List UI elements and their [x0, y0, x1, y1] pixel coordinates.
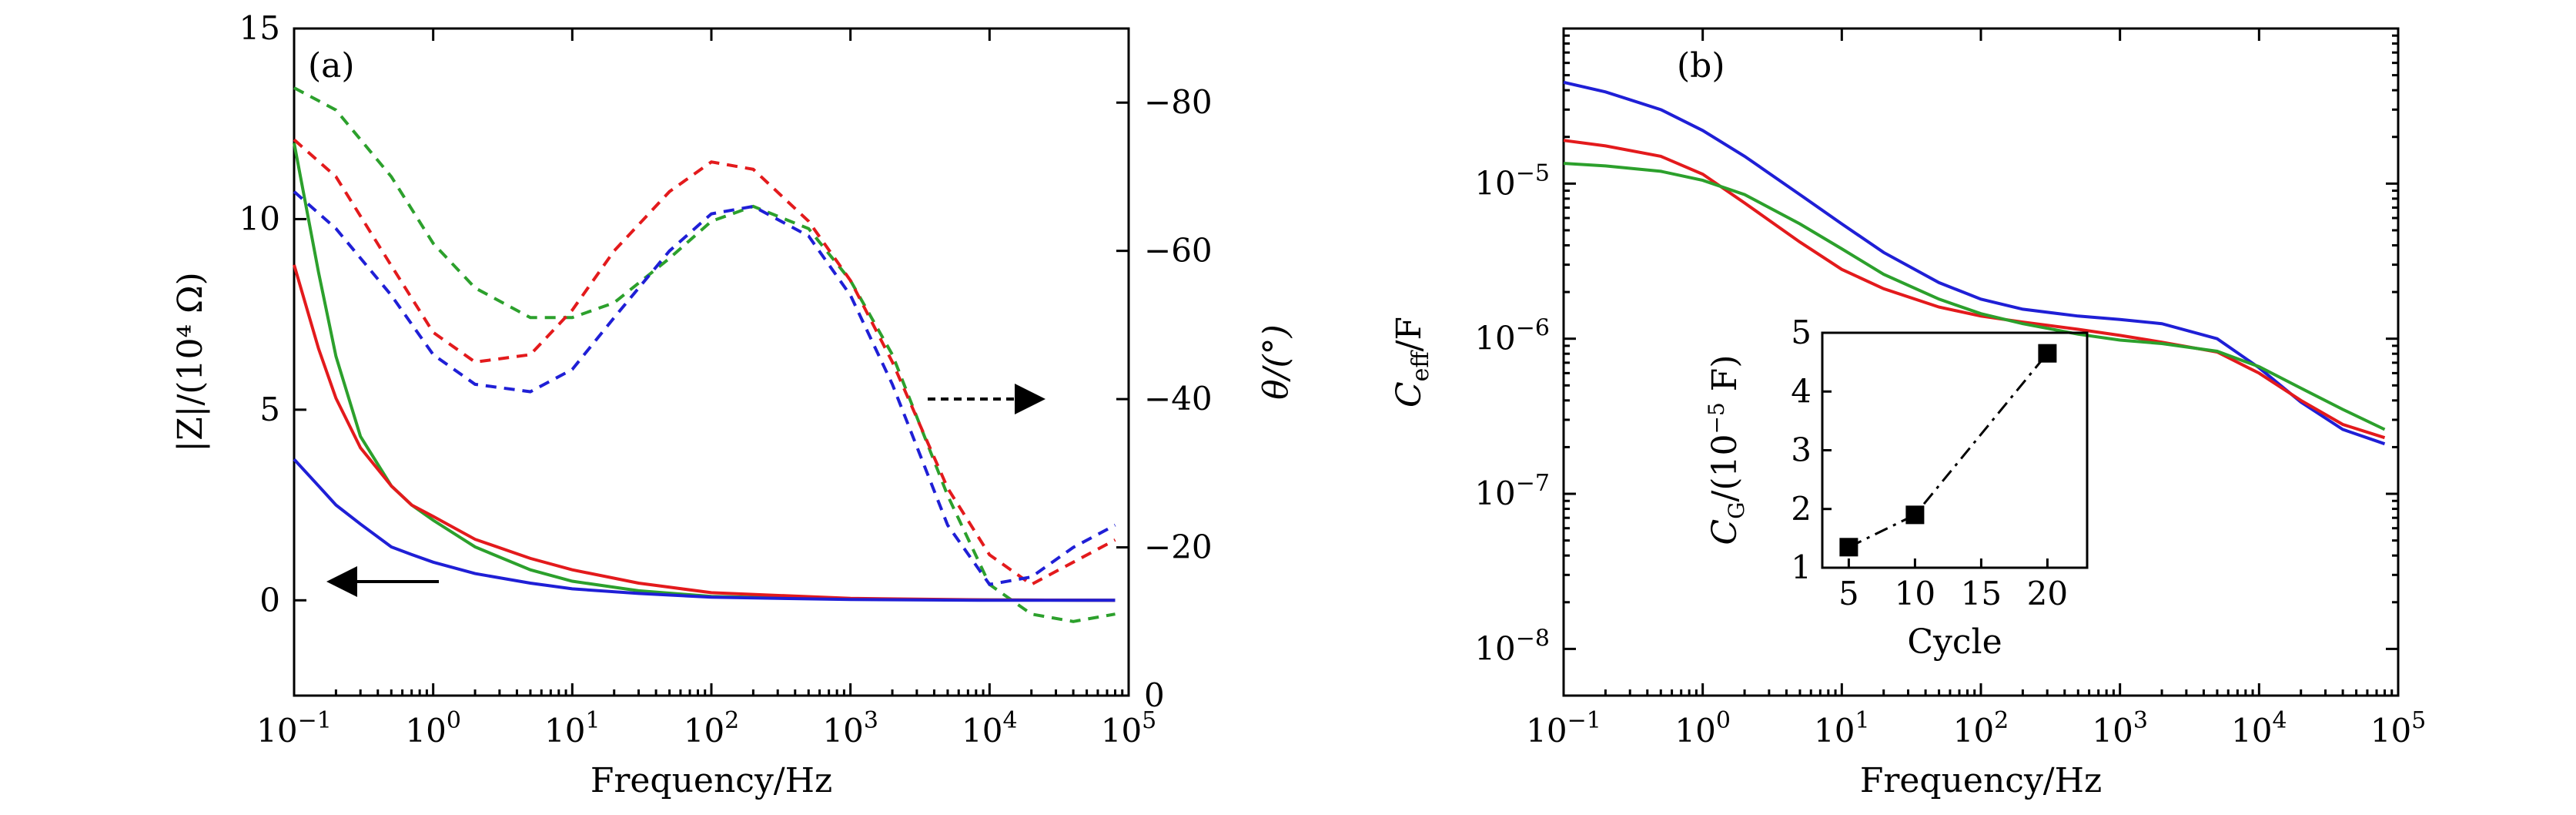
- inset-y-label-exp: −5: [1704, 402, 1729, 434]
- b-x-tick-label-5: 104: [2231, 707, 2287, 750]
- inset-y-label-sub: G: [1724, 501, 1749, 518]
- b-y-tick-label-3: 10−5: [1474, 159, 1550, 202]
- panel-b-x-ticks: 10−1 100 101 102 103 104 105: [1526, 29, 2426, 750]
- a-right-y-tick-label-2: −40: [1144, 380, 1213, 418]
- panel-a-right-y-axis-label: θ/(°): [1256, 324, 1296, 400]
- a-x-tick-label-5: 104: [962, 707, 1018, 750]
- a-x-tick-label-0: 10−1: [256, 707, 332, 750]
- inset-y-label-end: F): [1705, 355, 1745, 403]
- a-x-tick-label-1: 100: [405, 707, 461, 750]
- panel-a-label: (a): [308, 46, 355, 86]
- inset-x-tick-label-1: 10: [1895, 575, 1935, 612]
- a-left-y-tick-label-3: 15: [239, 9, 280, 47]
- panel-b-y-label-sub: eff: [1407, 350, 1434, 382]
- b-x-tick-label-6: 105: [2370, 707, 2427, 750]
- inset-y-tick-label-2: 3: [1791, 431, 1812, 469]
- panel-b-y-label-main: C: [1390, 381, 1429, 408]
- b-y-tick-label-2: 10−6: [1474, 315, 1550, 357]
- phase-series-3: [293, 190, 1116, 586]
- inset-y-ticks: 1 2 3 4 5: [1791, 314, 1832, 586]
- inset-x-ticks: 5 10 15 20: [1838, 558, 2068, 612]
- inset-x-tick-label-0: 5: [1838, 575, 1859, 612]
- a-left-y-tick-label-2: 10: [239, 200, 280, 237]
- panel-b-y-ticks: 10−810−710−610−5: [1474, 34, 2398, 667]
- inset-y-tick-label-0: 1: [1791, 548, 1812, 586]
- a-right-y-tick-label-4: −80: [1144, 83, 1213, 121]
- inset-chart: 5 10 15 20 1 2 3 4 5 Cycle CG/(10−5 F): [1704, 314, 2089, 662]
- panel-a-left-y-axis-label: |Z|/(10⁴ Ω): [171, 272, 210, 451]
- impedance-series-3: [293, 458, 1116, 602]
- a-left-y-tick-label-1: 5: [259, 391, 280, 428]
- a-left-y-tick-label-0: 0: [259, 581, 280, 619]
- panel-b-series-group: [1563, 80, 2386, 446]
- inset-series-group: [1839, 344, 2057, 557]
- panel-b: 10−1 100 101 102 103 104 105 10−810−710−610−5 …: [1390, 27, 2426, 800]
- inset-y-tick-label-4: 5: [1791, 314, 1812, 351]
- a-right-y-tick-label-3: −60: [1144, 232, 1213, 270]
- panel-a-x-ticks: 10−1 100 101 102 103 104 105: [256, 29, 1156, 750]
- panel-b-label: (b): [1677, 46, 1725, 86]
- panel-b-y-axis-label: Ceff/F: [1390, 317, 1434, 408]
- ceff-series-1: [1563, 80, 2386, 446]
- b-x-tick-label-4: 103: [2092, 707, 2148, 750]
- inset-y-tick-label-1: 2: [1791, 490, 1812, 528]
- panel-a: 10−1 100 101 102 103 104 105 0 5 10 15 0 −20 −40 −60…: [171, 9, 1296, 800]
- b-x-tick-label-0: 10−1: [1526, 707, 1601, 750]
- b-y-tick-label-1: 10−7: [1474, 470, 1550, 512]
- panel-a-left-y-ticks: 0 5 10 15: [239, 9, 306, 619]
- b-x-tick-label-3: 102: [1953, 707, 2009, 750]
- inset-y-label-tail: /(10: [1705, 434, 1745, 501]
- ceff-series-2: [1563, 139, 2386, 440]
- impedance-series-1: [293, 143, 1116, 602]
- inset-point-2: [1905, 505, 1925, 525]
- panel-b-x-axis-label: Frequency/Hz: [1860, 761, 2102, 800]
- impedance-series-2: [293, 264, 1116, 602]
- b-y-tick-label-0: 10−8: [1474, 625, 1550, 667]
- ceff-series-3: [1563, 162, 2386, 431]
- inset-y-tick-label-3: 4: [1791, 372, 1812, 410]
- inset-point-1: [1839, 538, 1858, 557]
- b-x-tick-label-2: 101: [1814, 707, 1870, 750]
- inset-x-tick-label-2: 15: [1961, 575, 2002, 612]
- phase-series-2: [293, 138, 1116, 587]
- phase-series-1: [293, 86, 1116, 623]
- panel-a-series-group: [293, 86, 1116, 623]
- inset-y-axis-label: CG/(10−5 F): [1704, 355, 1749, 545]
- a-right-y-tick-label-0: 0: [1144, 676, 1165, 714]
- panel-a-right-y-ticks: 0 −20 −40 −60 −80: [1116, 83, 1213, 714]
- b-x-tick-label-1: 100: [1674, 707, 1731, 750]
- a-x-tick-label-2: 101: [544, 707, 601, 750]
- a-x-tick-label-4: 103: [822, 707, 878, 750]
- inset-frame: [1821, 331, 2089, 569]
- a-x-tick-label-6: 105: [1101, 707, 1157, 750]
- a-right-y-tick-label-1: −20: [1144, 528, 1213, 566]
- inset-x-axis-label: Cycle: [1907, 622, 2002, 662]
- panel-b-y-label-tail: /F: [1390, 317, 1429, 351]
- inset-y-label-main: C: [1705, 519, 1745, 545]
- panel-a-x-axis-label: Frequency/Hz: [590, 761, 832, 800]
- a-x-tick-label-3: 102: [684, 707, 740, 750]
- inset-point-3: [2038, 344, 2057, 363]
- inset-line: [1848, 352, 2049, 548]
- inset-x-tick-label-3: 20: [2027, 575, 2068, 612]
